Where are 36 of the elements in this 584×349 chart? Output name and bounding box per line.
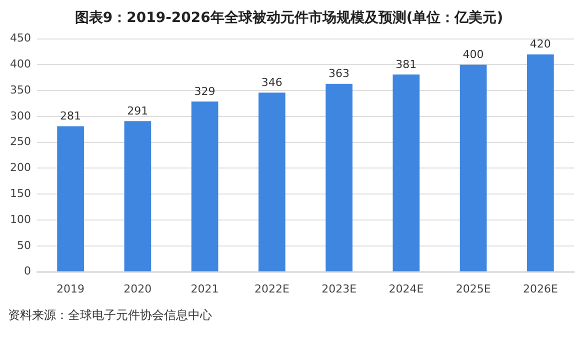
bar xyxy=(258,92,286,272)
y-tick-label: 50 xyxy=(16,238,31,252)
data-label: 400 xyxy=(462,48,484,62)
bar xyxy=(392,74,420,272)
x-tick-label: 2022E xyxy=(254,282,290,296)
bar xyxy=(57,126,84,272)
data-label: 363 xyxy=(328,67,350,80)
x-tick-label: 2025E xyxy=(456,282,491,296)
y-tick-label: 100 xyxy=(10,212,31,226)
x-tick-label: 2023E xyxy=(322,282,357,296)
x-tick-label: 2024E xyxy=(388,282,424,296)
data-label: 329 xyxy=(194,84,216,98)
chart-title: 图表9：2019-2026年全球被动元件市场规模及预测(单位：亿美元) xyxy=(74,9,504,26)
x-tick-label: 2019 xyxy=(56,282,85,296)
y-tick-label: 250 xyxy=(10,135,31,148)
text: 资料来源：全球电子元件协会信息中心 xyxy=(8,308,212,322)
y-tick-label: 400 xyxy=(10,58,31,71)
data-label: 381 xyxy=(396,58,417,71)
y-tick-label: 150 xyxy=(10,186,31,200)
y-tick-label: 200 xyxy=(10,161,31,174)
bar xyxy=(527,54,554,272)
bar xyxy=(326,84,352,272)
y-tick-label: 350 xyxy=(10,83,31,96)
data-label: 291 xyxy=(127,104,148,118)
y-tick-label: 450 xyxy=(10,32,31,45)
bar xyxy=(124,121,152,272)
data-label: 420 xyxy=(530,38,551,51)
data-label: 281 xyxy=(60,110,82,123)
bar xyxy=(191,101,218,272)
data-label: 346 xyxy=(261,76,282,90)
x-tick-label: 2026E xyxy=(522,282,558,296)
y-tick-label: 300 xyxy=(10,109,31,122)
y-tick-label: 0 xyxy=(24,264,31,278)
x-tick-label: 2020 xyxy=(124,282,152,296)
x-tick-label: 2021 xyxy=(190,282,219,296)
bar xyxy=(460,64,487,272)
